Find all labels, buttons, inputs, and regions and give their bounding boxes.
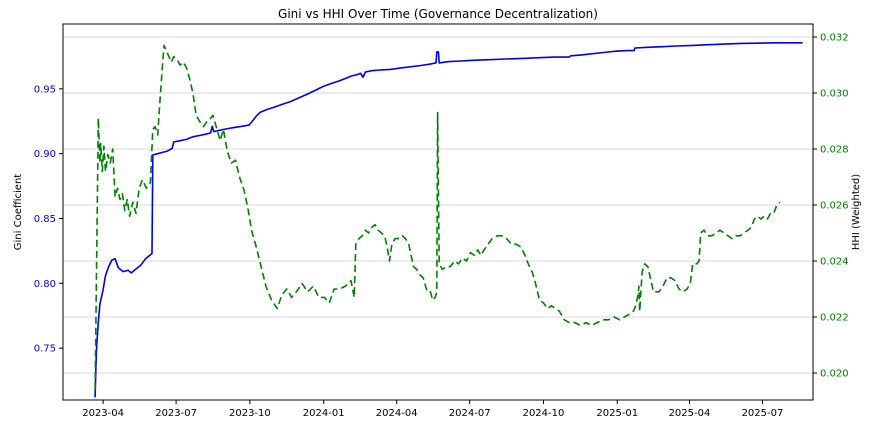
y-left-tick-label: 0.75 <box>34 344 56 355</box>
y-right-tick-label: 0.024 <box>820 257 849 268</box>
x-tick-label: 2024-04 <box>376 408 418 419</box>
y-right-tick-label: 0.032 <box>820 32 849 43</box>
y-right-tick-label: 0.028 <box>820 144 849 155</box>
y-left-tick-label: 0.80 <box>34 279 56 290</box>
y-right-tick-label: 0.026 <box>820 200 849 211</box>
y-left-tick-label: 0.95 <box>34 84 56 95</box>
x-tick-label: 2025-04 <box>669 408 711 419</box>
y-left-tick-label: 0.90 <box>34 149 56 160</box>
plot-frame <box>62 23 814 401</box>
y-right-tick-label: 0.022 <box>820 313 849 324</box>
y-left-tick-label: 0.85 <box>34 214 56 225</box>
chart-title: Gini vs HHI Over Time (Governance Decent… <box>278 7 598 21</box>
y-right-tick-label: 0.020 <box>820 369 849 380</box>
x-tick-label: 2025-01 <box>596 408 638 419</box>
x-tick-label: 2024-01 <box>303 408 345 419</box>
x-tick-label: 2024-10 <box>523 408 565 419</box>
hhi-line <box>94 44 781 390</box>
x-tick-label: 2023-07 <box>155 408 197 419</box>
gini-line <box>94 41 803 398</box>
x-tick-label: 2023-04 <box>82 408 124 419</box>
x-tick-label: 2024-07 <box>449 408 491 419</box>
x-tick-label: 2025-07 <box>742 408 784 419</box>
x-tick-label: 2023-10 <box>229 408 271 419</box>
y-right-tick-label: 0.030 <box>820 88 849 99</box>
